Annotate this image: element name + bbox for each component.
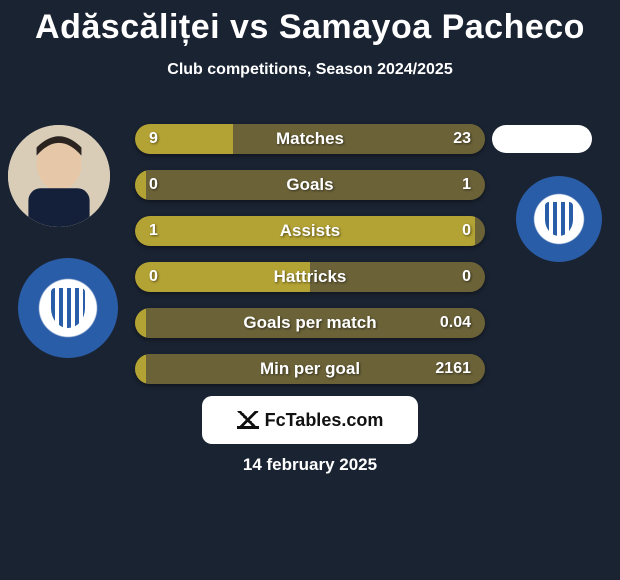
stat-row: Goals per match0.04 [135, 308, 485, 338]
player-left-avatar [8, 125, 110, 227]
stat-value-left: 1 [149, 216, 158, 246]
stat-value-left: 0 [149, 262, 158, 292]
stat-label: Assists [135, 216, 485, 246]
player-right-avatar [492, 125, 592, 153]
stat-label: Hattricks [135, 262, 485, 292]
stat-row: Assists1 0 [135, 216, 485, 246]
page-title: Adăscăliței vs Samayoa Pacheco [0, 0, 620, 47]
stat-value-left: 0 [149, 170, 158, 200]
player-left-club-badge [18, 258, 118, 358]
stat-value-right: 0.04 [440, 308, 471, 338]
stat-value-right: 2161 [435, 354, 471, 384]
stat-label: Goals [135, 170, 485, 200]
stat-row: Goals0 1 [135, 170, 485, 200]
stat-row: Hattricks0 0 [135, 262, 485, 292]
stat-value-right: 0 [462, 262, 471, 292]
stat-value-right: 23 [453, 124, 471, 154]
player-right-club-badge [516, 176, 602, 262]
stat-label: Matches [135, 124, 485, 154]
stat-value-right: 1 [462, 170, 471, 200]
stat-value-left: 9 [149, 124, 158, 154]
stat-row: Matches9 23 [135, 124, 485, 154]
subtitle: Club competitions, Season 2024/2025 [0, 61, 620, 79]
source-badge: FcTables.com [202, 396, 418, 444]
avatar-placeholder-icon [8, 125, 110, 227]
stat-label: Min per goal [135, 354, 485, 384]
fctables-logo-icon [237, 411, 259, 429]
vs-separator: vs [230, 8, 269, 46]
source-label: FcTables.com [265, 410, 384, 431]
player-left-name: Adăscăliței [35, 8, 220, 46]
player-right-name: Samayoa Pacheco [279, 8, 585, 46]
stat-label: Goals per match [135, 308, 485, 338]
date-label: 14 february 2025 [0, 455, 620, 475]
stat-row: Min per goal2161 [135, 354, 485, 384]
stat-bars-container: Matches923Goals01Assists10Hattricks00Goa… [135, 124, 485, 400]
stat-value-right: 0 [462, 216, 471, 246]
